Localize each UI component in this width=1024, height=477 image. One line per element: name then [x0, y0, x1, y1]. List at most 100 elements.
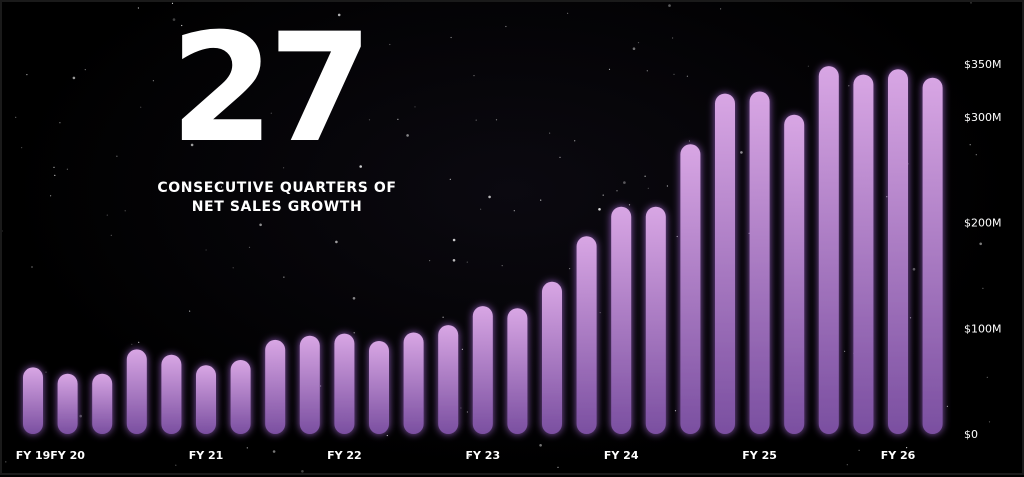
bar	[680, 144, 701, 435]
star	[79, 414, 82, 418]
bar	[472, 306, 493, 434]
star	[673, 73, 675, 75]
star	[21, 147, 23, 149]
star	[628, 204, 631, 206]
star	[175, 464, 177, 466]
star	[50, 195, 52, 197]
star	[270, 112, 272, 114]
star	[632, 47, 636, 50]
star	[301, 470, 304, 473]
bar	[438, 325, 459, 434]
y-tick-label: $350M	[964, 58, 1002, 71]
star	[283, 167, 285, 169]
star	[686, 75, 689, 77]
bar	[507, 308, 528, 434]
star	[988, 421, 991, 423]
x-tick-label: FY 22	[327, 449, 362, 462]
star	[452, 259, 456, 262]
bar-series	[23, 66, 943, 435]
star	[473, 75, 475, 77]
y-tick-label: $0	[964, 428, 978, 441]
star	[106, 214, 108, 216]
bar	[334, 333, 355, 434]
star	[946, 405, 949, 407]
star	[283, 276, 285, 278]
star	[54, 174, 56, 176]
star	[449, 178, 451, 180]
star	[979, 242, 982, 246]
star	[539, 444, 542, 447]
x-axis-ticks: FY 19 FY 20 FY 21 FY 22 FY 23 FY 24 FY 25 FY 26	[16, 449, 916, 462]
star	[982, 287, 984, 289]
star	[53, 166, 55, 168]
x-tick-label: FY 21	[189, 449, 224, 462]
bar	[299, 335, 320, 434]
star	[84, 69, 86, 71]
star	[602, 194, 604, 196]
star	[672, 37, 674, 39]
star	[616, 190, 618, 192]
star	[886, 196, 888, 198]
bar	[265, 339, 286, 434]
star	[131, 343, 133, 345]
headline-caption-line-1: CONSECUTIVE QUARTERS OF	[157, 180, 397, 196]
star	[637, 42, 640, 44]
headline-caption-line-2: NET SALES GROWTH	[191, 199, 363, 215]
star	[567, 12, 569, 14]
star	[466, 261, 468, 263]
star	[59, 122, 61, 124]
bar	[57, 373, 78, 434]
star	[172, 18, 176, 21]
star	[320, 385, 322, 387]
star	[674, 410, 677, 412]
star	[397, 118, 399, 120]
star	[337, 13, 341, 17]
star	[480, 208, 482, 210]
bar	[645, 206, 666, 434]
star	[140, 106, 142, 108]
star	[461, 348, 463, 350]
star	[246, 447, 248, 449]
star	[846, 464, 848, 466]
bar	[369, 341, 389, 434]
star	[646, 70, 648, 72]
x-tick-label: FY 20	[50, 449, 85, 462]
star	[844, 350, 846, 352]
x-tick-label: FY 23	[465, 449, 500, 462]
headline-number: 27	[170, 2, 373, 176]
star	[676, 235, 678, 238]
star	[386, 434, 388, 437]
star	[460, 407, 462, 409]
star	[598, 208, 601, 211]
star	[969, 144, 971, 146]
star	[513, 210, 515, 212]
star	[124, 210, 126, 212]
star	[608, 68, 611, 70]
star	[549, 132, 551, 134]
bar	[853, 74, 874, 434]
headline-caption: CONSECUTIVE QUARTERS OF NET SALES GROWTH	[112, 179, 442, 217]
star	[906, 447, 908, 449]
star	[466, 411, 468, 413]
star	[495, 119, 498, 121]
star	[232, 267, 234, 269]
bar	[196, 365, 216, 434]
star	[66, 168, 68, 170]
y-tick-label: $200M	[964, 217, 1002, 230]
star	[623, 181, 626, 184]
bar	[542, 281, 562, 434]
bar	[715, 93, 735, 434]
star	[389, 43, 391, 46]
star	[353, 332, 355, 334]
x-tick-label: FY 25	[742, 449, 777, 462]
star	[190, 143, 194, 147]
star	[688, 140, 691, 142]
y-axis-ticks: $0 $100M $200M $300M $350M	[964, 58, 1002, 441]
star	[450, 36, 452, 39]
star	[138, 341, 140, 343]
star	[748, 232, 750, 234]
star	[137, 7, 139, 9]
star	[442, 316, 444, 318]
